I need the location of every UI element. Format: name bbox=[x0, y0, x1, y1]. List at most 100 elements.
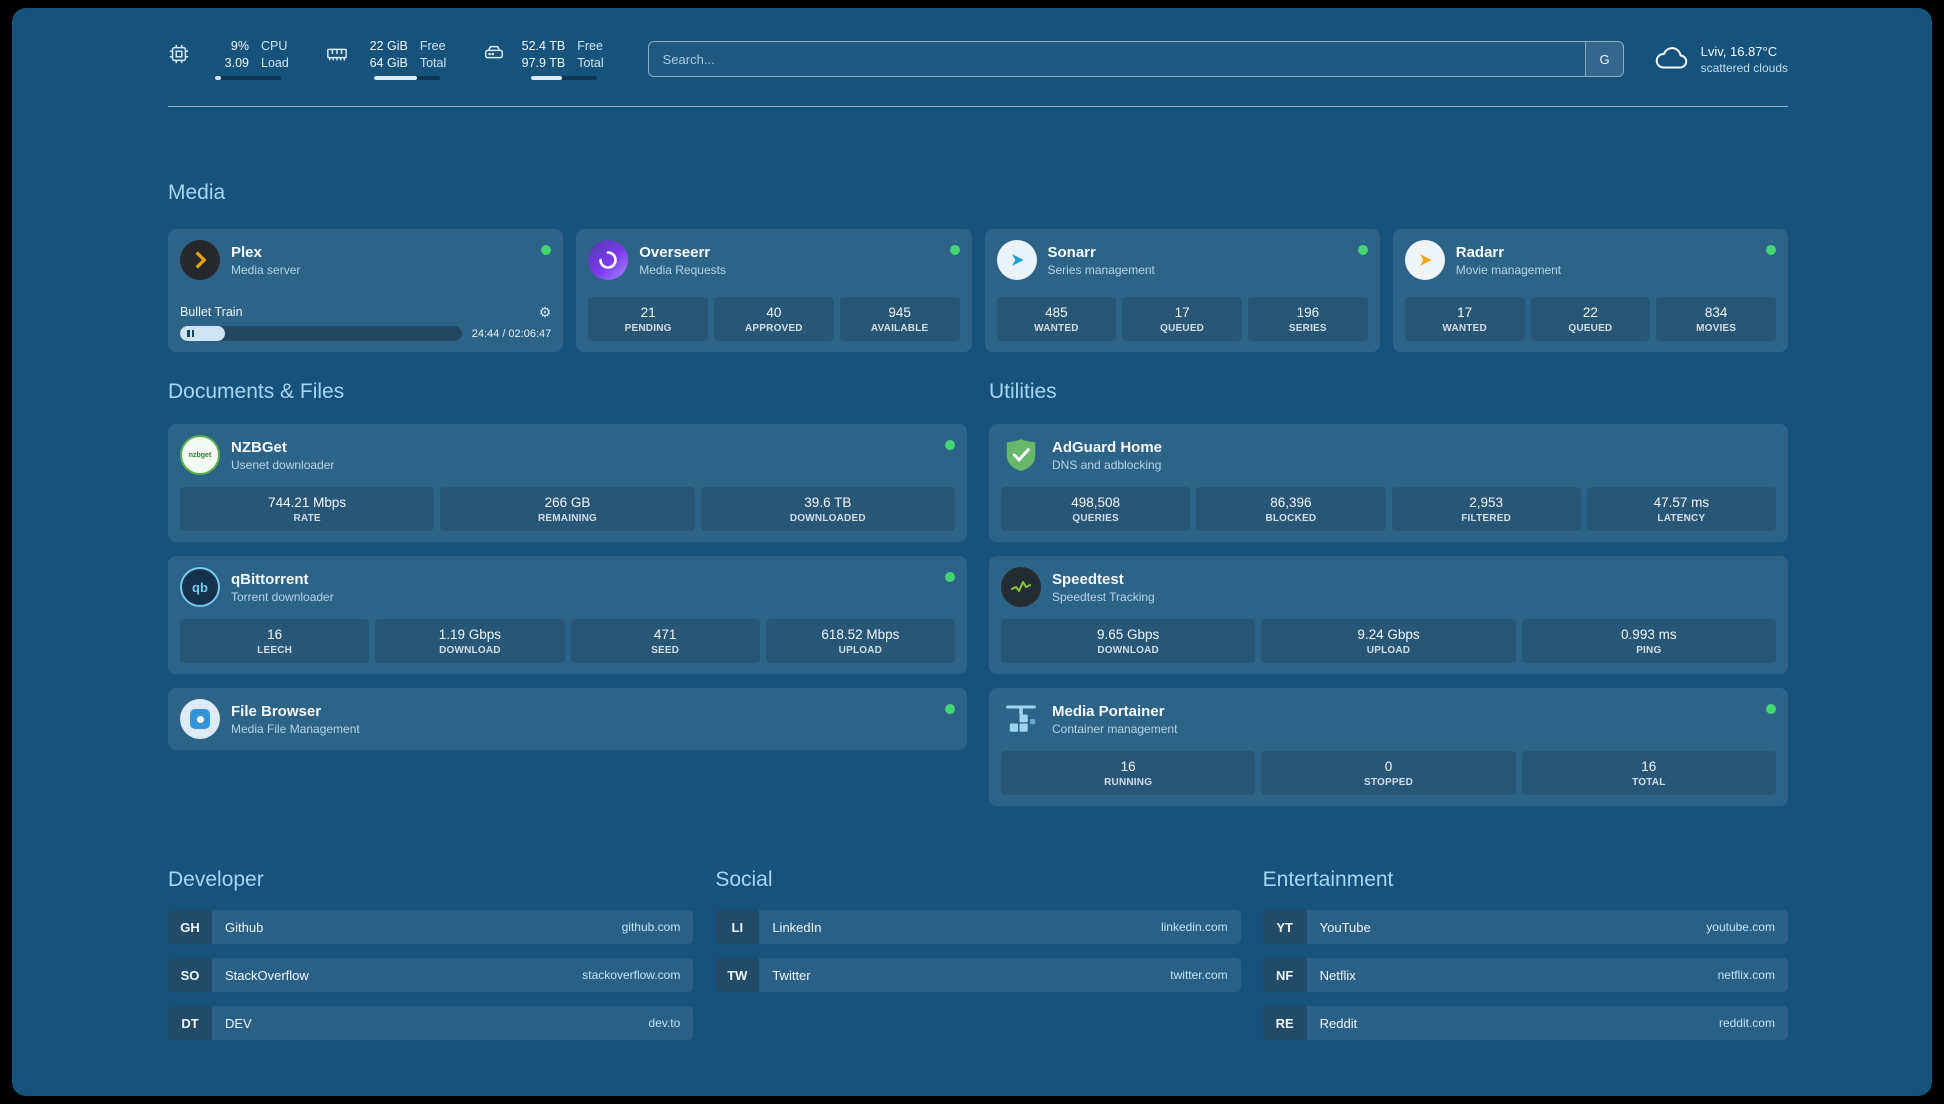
disk-icon bbox=[485, 45, 504, 59]
search-input[interactable] bbox=[648, 42, 1586, 76]
stat-value: 86,396 bbox=[1270, 495, 1312, 510]
section-title-media: Media bbox=[168, 181, 226, 204]
card-filebrowser[interactable]: File Browser Media File Management bbox=[168, 688, 967, 750]
stat-value: 485 bbox=[1045, 305, 1068, 320]
weather-location: Lviv, 16.87°C bbox=[1700, 43, 1778, 59]
stat-label: BLOCKED bbox=[1265, 513, 1317, 524]
card-qbittorrent[interactable]: qb qBittorrent Torrent downloader 16 LEEC… bbox=[168, 556, 967, 674]
service-name: Media Portainer bbox=[1052, 702, 1165, 720]
cpu-load-value: 3.09 bbox=[224, 56, 249, 70]
disk-resource-widget: 52.4 TB Free 97.9 TB Total bbox=[482, 38, 604, 80]
bookmark-url: netflix.com bbox=[1717, 968, 1775, 982]
stat-value: 39.6 TB bbox=[804, 495, 852, 510]
pause-icon bbox=[187, 330, 194, 337]
stat-box: 0 STOPPED bbox=[1261, 751, 1516, 795]
status-dot bbox=[949, 245, 960, 255]
bookmark-dev[interactable]: DT DEV dev.to bbox=[168, 1006, 694, 1040]
bookmark-youtube[interactable]: YT YouTube youtube.com bbox=[1262, 910, 1788, 944]
sonarr-icon bbox=[996, 240, 1037, 280]
service-name: qBittorrent bbox=[231, 570, 309, 588]
settings-gear-icon[interactable]: ⚙ bbox=[538, 304, 552, 320]
stat-label: MOVIES bbox=[1696, 323, 1737, 334]
stat-box: 498,508 QUERIES bbox=[1001, 487, 1191, 531]
stat-label: SEED bbox=[651, 645, 680, 656]
playback-time: 24:44 / 02:06:47 bbox=[471, 327, 552, 340]
bookmark-abbr: LI bbox=[715, 910, 760, 944]
overseerr-icon bbox=[588, 240, 629, 280]
bookmark-name: DEV bbox=[225, 1015, 252, 1031]
cpu-resource-widget: 9% CPU 3.09 Load bbox=[168, 38, 289, 80]
cpu-load-label: Load bbox=[261, 56, 289, 70]
stat-box: 945 AVAILABLE bbox=[839, 297, 960, 341]
memory-free-label: Free bbox=[419, 39, 446, 53]
card-plex[interactable]: Plex Media server Bullet Train ⚙ bbox=[168, 229, 564, 352]
stat-value: 16 bbox=[1641, 759, 1657, 774]
stat-box: 17 QUEUED bbox=[1122, 297, 1242, 341]
stat-box: 196 SERIES bbox=[1248, 297, 1368, 341]
section-title-documents: Documents & Files bbox=[168, 380, 345, 403]
search-provider-button[interactable]: G bbox=[1585, 42, 1623, 76]
bookmark-name: YouTube bbox=[1319, 919, 1371, 935]
card-nzbget[interactable]: nzbget NZBGet Usenet downloader 744.21 M… bbox=[168, 424, 967, 542]
stat-label: TOTAL bbox=[1632, 777, 1666, 788]
now-playing-title: Bullet Train bbox=[180, 305, 243, 319]
stat-value: 945 bbox=[888, 305, 911, 320]
stat-box: 485 WANTED bbox=[996, 297, 1117, 341]
top-bar: 9% CPU 3.09 Load 22 GiB Free 64 GiB Total bbox=[168, 38, 1788, 80]
card-speedtest[interactable]: Speedtest Speedtest Tracking 9.65 Gbps DO… bbox=[989, 556, 1788, 674]
weather-widget: Lviv, 16.87°C scattered clouds bbox=[1654, 44, 1788, 75]
stat-value: 9.24 Gbps bbox=[1357, 627, 1420, 642]
bookmark-abbr: TW bbox=[715, 958, 760, 992]
stat-value: 17 bbox=[1457, 305, 1473, 320]
card-overseerr[interactable]: Overseerr Media Requests 21 PENDING 40 APP… bbox=[576, 229, 972, 352]
stat-value: 498,508 bbox=[1071, 495, 1121, 510]
service-description: Usenet downloader bbox=[231, 457, 335, 472]
stat-label: FILTERED bbox=[1461, 513, 1511, 524]
bookmark-name: Twitter bbox=[772, 967, 811, 983]
bookmark-twitter[interactable]: TW Twitter twitter.com bbox=[715, 958, 1241, 992]
card-adguard[interactable]: AdGuard Home DNS and adblocking 498,508 Q… bbox=[989, 424, 1788, 542]
bookmark-reddit[interactable]: RE Reddit reddit.com bbox=[1262, 1006, 1788, 1040]
card-sonarr[interactable]: Sonarr Series management 485 WANTED 17 QUE… bbox=[984, 229, 1380, 352]
bookmark-name: Github bbox=[225, 919, 264, 935]
service-name: Speedtest bbox=[1052, 570, 1124, 588]
bookmark-linkedin[interactable]: LI LinkedIn linkedin.com bbox=[715, 910, 1241, 944]
disk-free-label: Free bbox=[577, 39, 603, 53]
card-radarr[interactable]: Radarr Movie management 17 WANTED 22 QUEUE… bbox=[1392, 229, 1788, 352]
stat-box: 834 MOVIES bbox=[1656, 297, 1776, 341]
bookmark-abbr: YT bbox=[1262, 910, 1307, 944]
stat-value: 196 bbox=[1296, 305, 1320, 320]
bookmark-stackoverflow[interactable]: SO StackOverflow stackoverflow.com bbox=[168, 958, 694, 992]
stat-value: 40 bbox=[766, 305, 782, 320]
service-description: Container management bbox=[1052, 721, 1178, 736]
topbar-divider bbox=[168, 106, 1788, 107]
stat-label: QUEUED bbox=[1568, 323, 1613, 334]
playback-progress-bar bbox=[180, 326, 462, 341]
speedtest-icon bbox=[1001, 567, 1041, 607]
stat-value: 16 bbox=[267, 627, 283, 642]
stat-value: 744.21 Mbps bbox=[268, 495, 347, 510]
status-dot bbox=[945, 704, 955, 714]
stat-value: 21 bbox=[640, 305, 656, 320]
stat-box: 744.21 Mbps RATE bbox=[180, 487, 435, 531]
stat-box: 9.24 Gbps UPLOAD bbox=[1261, 619, 1516, 663]
memory-total-value: 64 GiB bbox=[369, 56, 408, 70]
stat-value: 0 bbox=[1384, 759, 1393, 774]
cloud-icon bbox=[1655, 46, 1687, 68]
bookmark-github[interactable]: GH Github github.com bbox=[168, 910, 694, 944]
bookmark-url: linkedin.com bbox=[1160, 920, 1228, 934]
stat-value: 834 bbox=[1704, 305, 1728, 320]
nzbget-icon: nzbget bbox=[180, 435, 220, 475]
stat-box: 16 TOTAL bbox=[1521, 751, 1776, 795]
stat-box: 86,396 BLOCKED bbox=[1196, 487, 1386, 531]
bookmark-netflix[interactable]: NF Netflix netflix.com bbox=[1262, 958, 1788, 992]
stat-box: 22 QUEUED bbox=[1530, 297, 1651, 341]
stat-label: SERIES bbox=[1288, 323, 1327, 334]
plex-icon bbox=[180, 240, 220, 280]
dashboard-panel: 9% CPU 3.09 Load 22 GiB Free 64 GiB Total bbox=[12, 8, 1932, 1096]
card-portainer[interactable]: Media Portainer Container management 16 R… bbox=[989, 688, 1788, 806]
stat-box: 471 SEED bbox=[570, 619, 760, 663]
stat-label: PING bbox=[1636, 645, 1662, 656]
stat-label: AVAILABLE bbox=[870, 323, 929, 334]
